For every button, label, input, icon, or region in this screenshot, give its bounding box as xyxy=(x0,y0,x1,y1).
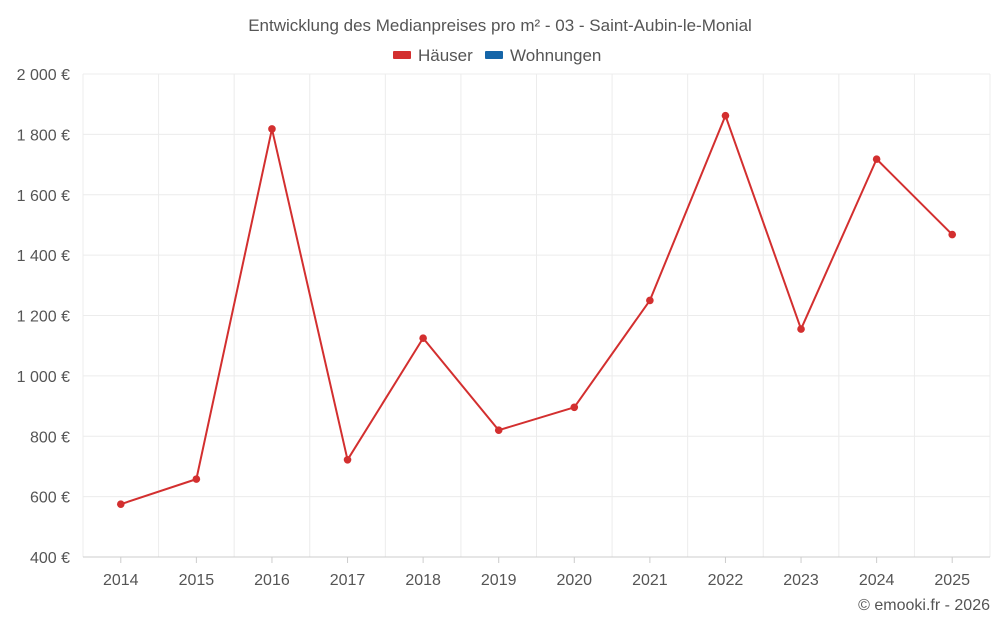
data-point[interactable] xyxy=(419,334,427,342)
legend-swatch-wohnungen xyxy=(485,51,503,59)
x-tick-label: 2024 xyxy=(859,572,895,589)
data-point[interactable] xyxy=(192,475,201,483)
x-tick-label: 2017 xyxy=(330,572,366,589)
data-point[interactable] xyxy=(570,403,579,412)
chart-title: Entwicklung des Medianpreises pro m² - 0… xyxy=(248,16,752,35)
x-tick-label: 2022 xyxy=(708,572,744,589)
y-tick-label: 1 400 € xyxy=(17,248,70,265)
y-tick-label: 400 € xyxy=(30,550,70,567)
data-point[interactable] xyxy=(948,230,957,239)
x-tick-label: 2016 xyxy=(254,572,290,589)
x-tick-label: 2023 xyxy=(783,572,819,589)
credit-text: © emooki.fr - 2026 xyxy=(858,597,990,614)
legend-label-haeuser: Häuser xyxy=(418,46,473,65)
y-tick-label: 800 € xyxy=(30,429,70,446)
x-tick-label: 2021 xyxy=(632,572,668,589)
data-point[interactable] xyxy=(343,455,352,464)
x-tick-label: 2019 xyxy=(481,572,517,589)
legend: Häuser Wohnungen xyxy=(393,46,601,65)
y-tick-label: 2 000 € xyxy=(17,67,70,84)
y-tick-label: 1 000 € xyxy=(17,369,70,386)
y-tick-label: 600 € xyxy=(30,490,70,507)
x-tick-label: 2025 xyxy=(934,572,970,589)
x-tick-label: 2014 xyxy=(103,572,139,589)
legend-swatch-haeuser xyxy=(393,51,411,59)
series-line xyxy=(120,114,953,506)
data-point[interactable] xyxy=(116,500,125,508)
data-point[interactable] xyxy=(797,325,805,333)
data-point[interactable] xyxy=(872,155,881,163)
legend-label-wohnungen: Wohnungen xyxy=(510,46,601,65)
data-point[interactable] xyxy=(494,426,503,435)
data-point[interactable] xyxy=(721,111,730,120)
data-point[interactable] xyxy=(646,296,654,305)
x-tick-label: 2015 xyxy=(179,572,215,589)
y-tick-label: 1 200 € xyxy=(17,309,70,326)
legend-item-haeuser[interactable]: Häuser xyxy=(393,46,473,65)
legend-item-wohnungen[interactable]: Wohnungen xyxy=(485,46,601,65)
data-point[interactable] xyxy=(268,125,276,133)
y-tick-label: 1 600 € xyxy=(17,188,70,205)
grid xyxy=(82,73,991,557)
x-tick-label: 2018 xyxy=(405,572,441,589)
series-haeuser xyxy=(116,111,957,508)
x-tick-label: 2020 xyxy=(556,572,592,589)
axes: 400 € 600 € 800 € 1 000 € 1 200 € 1 400 € 1 60… xyxy=(17,67,990,589)
y-tick-label: 1 800 € xyxy=(17,127,70,144)
